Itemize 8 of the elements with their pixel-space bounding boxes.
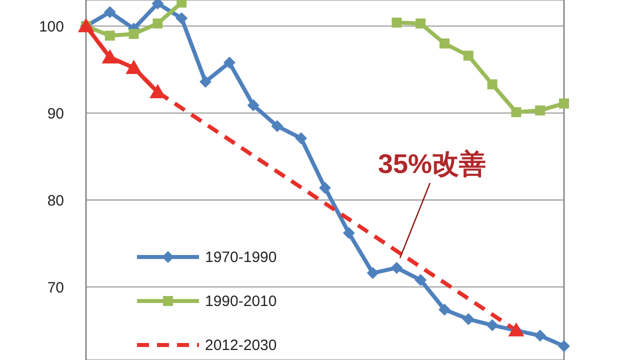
y-tick-label: 100 <box>38 18 64 36</box>
y-tick-label: 90 <box>47 105 64 122</box>
legend-label: 1990-2010 <box>205 292 277 310</box>
y-tick-label: 80 <box>47 192 64 210</box>
annotation: 35%改善 <box>378 148 486 181</box>
legend-label: 2012-2030 <box>205 336 277 354</box>
y-tick-label: 70 <box>47 279 64 296</box>
legend-label: 1970-1990 <box>205 248 277 266</box>
